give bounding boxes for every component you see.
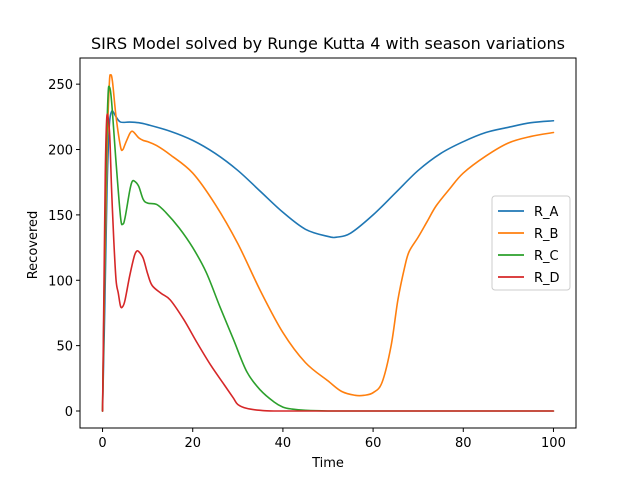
x-tick-label: 80 bbox=[455, 436, 472, 451]
y-tick-label: 0 bbox=[65, 405, 73, 420]
x-tick-label: 100 bbox=[541, 436, 566, 451]
chart-title: SIRS Model solved by Runge Kutta 4 with … bbox=[91, 34, 565, 53]
x-axis-label: Time bbox=[311, 456, 344, 471]
y-tick-label: 200 bbox=[48, 144, 73, 159]
legend: R_A R_B R_C R_D bbox=[491, 195, 571, 291]
y-tick-label: 50 bbox=[56, 340, 73, 355]
series-line-r-d bbox=[101, 113, 555, 412]
legend-label: R_B bbox=[534, 227, 558, 242]
plot-frame bbox=[79, 57, 577, 429]
series-layer bbox=[101, 74, 555, 412]
y-axis-label: Recovered bbox=[26, 211, 41, 280]
x-tick-label: 20 bbox=[184, 436, 201, 451]
x-tick-label: 0 bbox=[98, 436, 106, 451]
y-tick-label: 250 bbox=[48, 78, 73, 93]
y-tick-label: 100 bbox=[48, 274, 73, 289]
series-line-r-c bbox=[101, 85, 555, 412]
x-axis-ticks: 0 20 40 60 80 100 bbox=[98, 428, 566, 451]
legend-box bbox=[491, 195, 571, 291]
x-tick-label: 40 bbox=[275, 436, 292, 451]
y-axis-ticks: 0 50 100 150 200 250 bbox=[48, 78, 80, 420]
series-line-r-b bbox=[101, 74, 555, 412]
x-tick-label: 60 bbox=[365, 436, 382, 451]
legend-label: R_A bbox=[534, 205, 559, 220]
legend-label: R_D bbox=[534, 271, 560, 286]
legend-label: R_C bbox=[534, 249, 559, 264]
y-tick-label: 150 bbox=[48, 209, 73, 224]
